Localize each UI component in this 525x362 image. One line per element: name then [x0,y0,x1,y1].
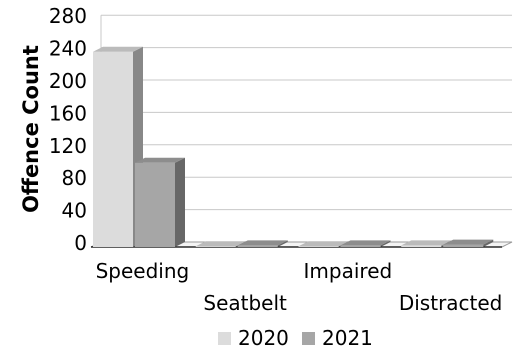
legend-label: 2020 [238,326,289,350]
legend-label: 2021 [322,326,373,350]
bar [237,240,288,247]
legend-item: 2020 [218,326,289,350]
x-tick-label: Seatbelt [203,291,287,315]
legend: 2020 2021 [218,326,373,350]
x-tick-label: Distracted [399,291,503,315]
legend-swatch [218,332,231,345]
y-tick-label: 280 [49,4,87,28]
y-tick-label: 40 [62,199,87,223]
y-tick-label: 200 [49,69,87,93]
bar [443,239,494,247]
y-tick-label: 0 [74,231,87,255]
bars [93,46,494,247]
y-tick-label: 240 [49,37,87,61]
legend-swatch [302,332,315,345]
y-tick-label: 120 [49,134,87,158]
bar [135,157,185,247]
y-tick-label: 160 [49,101,87,125]
y-axis-label: Offence Count [19,45,43,213]
y-axis-ticks: 0 40 80 120 160 200 240 280 [49,4,87,255]
bar [340,240,391,247]
y-tick-label: 80 [62,166,87,190]
bar [93,46,143,247]
x-tick-label: Speeding [96,259,190,283]
x-tick-label: Impaired [304,259,393,283]
legend-item: 2021 [302,326,373,350]
